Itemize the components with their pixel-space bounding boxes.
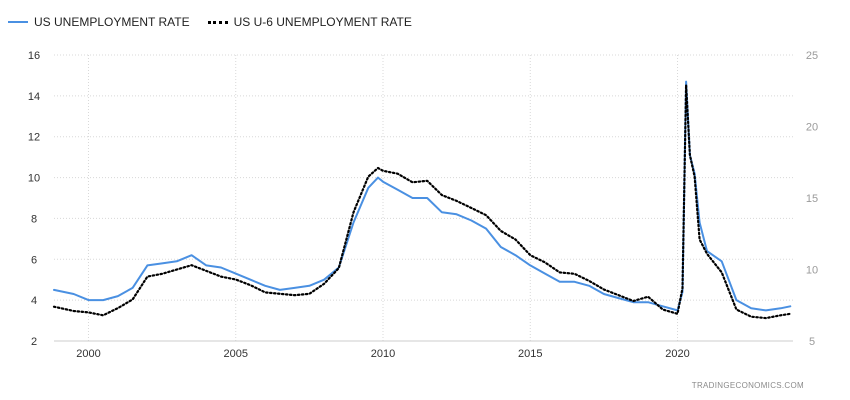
x-tick-label: 2015 — [518, 348, 542, 360]
y-left-tick-label: 16 — [28, 50, 40, 62]
x-tick-label: 2020 — [665, 348, 689, 360]
legend-swatch-dotted-black — [207, 20, 228, 24]
y-left-tick-label: 12 — [28, 132, 40, 144]
x-tick-label: 2005 — [223, 348, 247, 360]
y-left-tick-label: 6 — [31, 254, 37, 266]
y-right-tick-label: 5 — [809, 336, 815, 348]
x-tick-label: 2000 — [76, 348, 100, 360]
series-line-unemployment-rate — [53, 80, 792, 312]
y-right-tick-label: 25 — [806, 50, 818, 62]
source-credit: TRADINGECONOMICS.COM — [691, 381, 804, 390]
y-right-tick-label: 20 — [806, 122, 818, 134]
legend-item-unemployment-rate[interactable]: US UNEMPLOYMENT RATE — [8, 15, 190, 29]
legend-label-unemployment-rate: US UNEMPLOYMENT RATE — [34, 15, 190, 29]
x-tick-label: 2010 — [371, 348, 395, 360]
legend-label-u6-unemployment-rate: US U-6 UNEMPLOYMENT RATE — [233, 15, 412, 29]
y-left-tick-label: 14 — [28, 91, 40, 103]
legend-swatch-solid-blue — [8, 21, 28, 23]
y-left-tick-label: 8 — [31, 213, 37, 225]
y-left-tick-label: 2 — [31, 336, 37, 348]
y-left-tick-label: 10 — [28, 173, 40, 185]
series-line-u6-unemployment-rate — [52, 83, 792, 320]
y-right-tick-label: 10 — [806, 265, 818, 277]
chart-legend: US UNEMPLOYMENT RATE US U-6 UNEMPLOYMENT… — [8, 11, 430, 33]
legend-item-u6-unemployment-rate[interactable]: US U-6 UNEMPLOYMENT RATE — [207, 15, 412, 29]
y-left-tick-label: 4 — [31, 295, 37, 307]
y-right-tick-label: 15 — [806, 193, 818, 205]
